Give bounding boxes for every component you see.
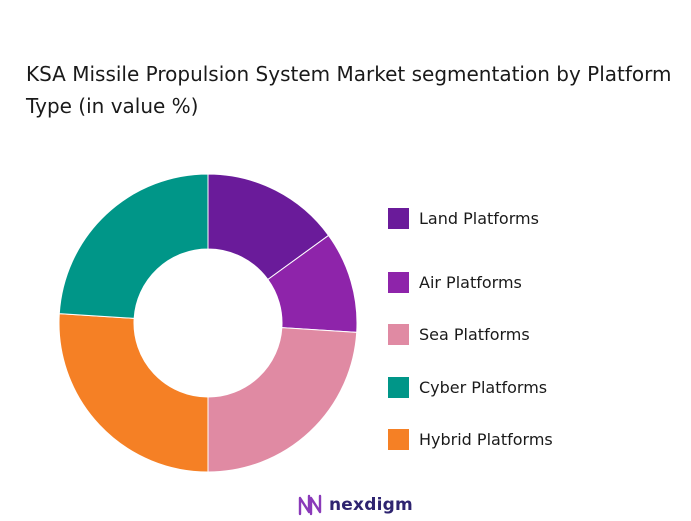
slice-sea <box>207 327 358 473</box>
legend-swatch-cyber <box>388 376 409 398</box>
legend-swatch-air <box>388 271 409 293</box>
legend-swatch-land <box>388 207 409 229</box>
legend-label-land: Land Platforms <box>419 208 539 228</box>
legend-label-cyber: Cyber Platforms <box>419 377 548 397</box>
legend-item-cyber: Cyber Platforms <box>388 375 547 399</box>
legend-label-air: Air Platforms <box>419 272 522 292</box>
legend-label-hybrid: Hybrid Platforms <box>419 429 553 449</box>
legend-label-sea: Sea Platforms <box>419 324 530 344</box>
slice-hybrid <box>58 313 209 473</box>
legend-swatch-hybrid <box>388 428 409 450</box>
legend-item-hybrid: Hybrid Platforms <box>388 427 553 451</box>
footer-brand: nexdigm <box>297 493 413 517</box>
legend-item-air: Air Platforms <box>388 270 522 294</box>
legend-item-land: Land Platforms <box>388 206 539 230</box>
slice-cyber <box>58 173 209 319</box>
brand-name: nexdigm <box>329 495 413 515</box>
nexdigm-logo-icon <box>298 494 322 516</box>
chart-title: KSA Missile Propulsion System Market seg… <box>26 62 672 118</box>
legend-swatch-sea <box>388 323 409 345</box>
legend-item-sea: Sea Platforms <box>388 322 530 346</box>
donut-slices <box>58 173 358 473</box>
